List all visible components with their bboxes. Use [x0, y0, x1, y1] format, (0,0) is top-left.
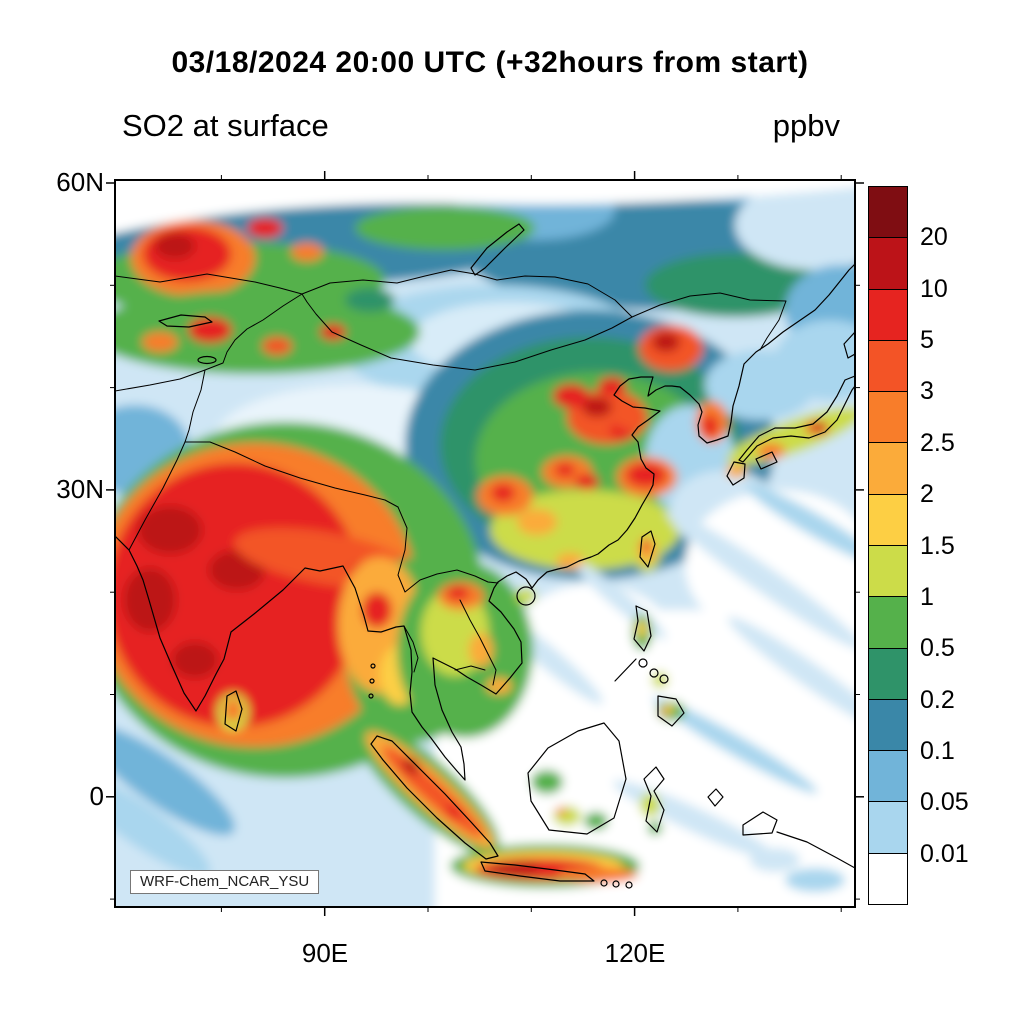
- variable-label: SO2 at surface: [122, 108, 329, 143]
- colorbar-tick-label: 0.01: [920, 839, 969, 868]
- colorbar-cell: [869, 853, 907, 904]
- model-watermark-label: WRF-Chem_NCAR_YSU: [130, 870, 320, 894]
- colorbar-tick-label: 0.1: [920, 736, 955, 765]
- colorbar-tick-label: 1.5: [920, 531, 955, 560]
- units-label: ppbv: [772, 108, 840, 143]
- plot-frame: [114, 179, 856, 908]
- colorbar-cell: [869, 648, 907, 700]
- colorbar-cell: [869, 392, 907, 444]
- colorbar-tick-label: 20: [920, 223, 948, 252]
- colorbar-cell: [869, 699, 907, 752]
- colorbar-tick-label: 0.5: [920, 634, 955, 663]
- colorbar-tick-labels: 20 10 5 3 2.5 2 1.5 1 0.5 0.2 0.1 0.05 0.01: [920, 186, 1010, 905]
- figure-title: 03/18/2024 20:00 UTC (+32hours from star…: [171, 46, 809, 79]
- x-axis-tick-label-120e: 120E: [604, 938, 666, 968]
- colorbar-cell: [869, 597, 907, 649]
- colorbar-cell: [869, 289, 907, 341]
- map-plot: WRF-Chem_NCAR_YSU: [106, 171, 864, 916]
- y-axis-tick-label-0: 0: [89, 781, 104, 811]
- colorbar-cell: [869, 802, 907, 854]
- colorbar-tick-label: 10: [920, 274, 948, 303]
- colorbar-tick-label: 2: [920, 480, 934, 509]
- colorbar-tick-label: 0.2: [920, 685, 955, 714]
- map-canvas: [106, 171, 864, 916]
- colorbar-cell: [869, 545, 907, 598]
- colorbar-cell: [869, 187, 907, 239]
- colorbar-tick-label: 5: [920, 326, 934, 355]
- y-axis-tick-label-30n: 30N: [56, 474, 104, 504]
- colorbar-cell: [869, 751, 907, 803]
- colorbar-cell: [869, 443, 907, 495]
- concentration-field: [115, 180, 855, 907]
- colorbar-tick-label: 0.05: [920, 788, 969, 817]
- colorbar-cell: [869, 494, 907, 546]
- colorbar-cells: [868, 186, 908, 905]
- colorbar-cell: [869, 238, 907, 290]
- colorbar-tick-label: 2.5: [920, 428, 955, 457]
- colorbar-cell: [869, 340, 907, 393]
- coastlines: [115, 223, 855, 889]
- x-axis-tick-label-90e: 90E: [301, 938, 349, 968]
- colorbar-tick-label: 3: [920, 377, 934, 406]
- colorbar: 20 10 5 3 2.5 2 1.5 1 0.5 0.2 0.1 0.05 0.01: [868, 186, 969, 905]
- country-borders: [115, 269, 787, 686]
- y-axis-tick-label-60n: 60N: [56, 167, 104, 197]
- colorbar-tick-label: 1: [920, 582, 934, 611]
